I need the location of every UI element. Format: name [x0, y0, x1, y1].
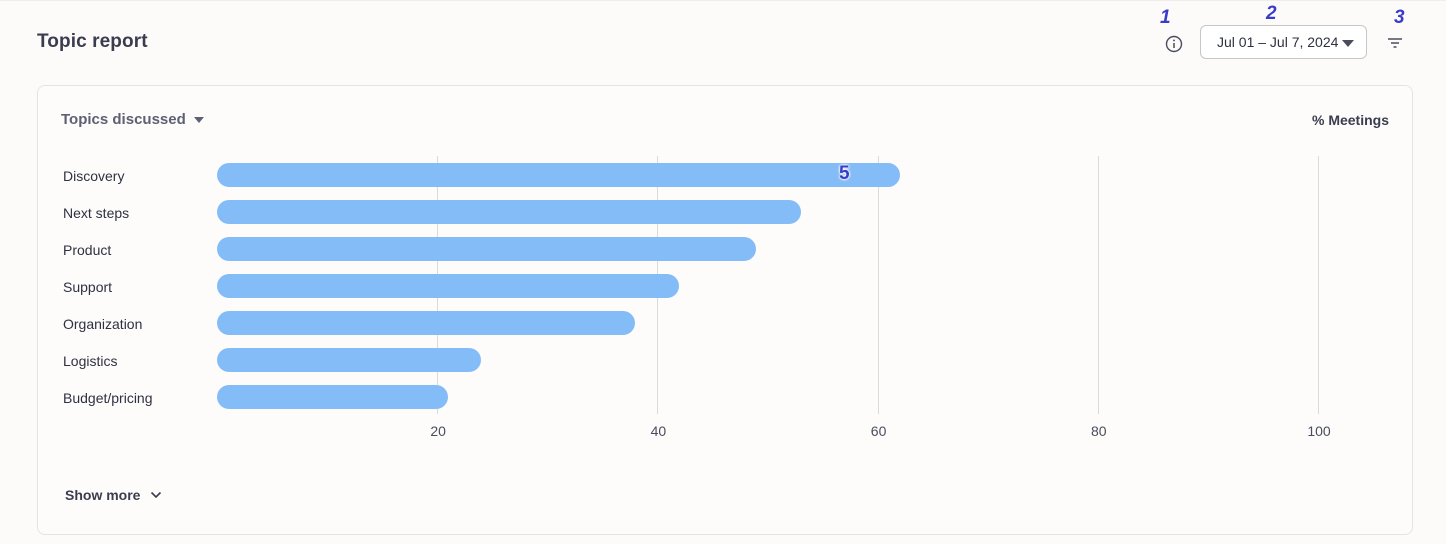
- date-range-value: Jul 01 – Jul 7, 2024: [1217, 34, 1339, 50]
- x-tick-label: 80: [1091, 423, 1107, 439]
- category-label: Organization: [63, 316, 143, 332]
- caret-down-icon: [193, 116, 204, 123]
- category-label: Discovery: [63, 168, 125, 184]
- show-more-button[interactable]: Show more: [65, 487, 162, 503]
- gridline: [878, 156, 879, 414]
- filter-button[interactable]: [1384, 32, 1406, 54]
- show-more-label: Show more: [65, 487, 141, 503]
- metric-label: % Meetings: [1311, 112, 1389, 128]
- gridline: [1318, 156, 1319, 414]
- annotation-marker-2: 2: [1266, 3, 1277, 24]
- bar[interactable]: [217, 237, 756, 261]
- gridline: [1098, 156, 1099, 414]
- page-title: Topic report: [37, 31, 148, 52]
- chevron-down-icon: [151, 491, 162, 499]
- x-tick-label: 40: [650, 423, 667, 439]
- info-button[interactable]: [1163, 33, 1185, 55]
- bar[interactable]: [217, 385, 448, 409]
- annotation-marker-3: 3: [1394, 7, 1405, 28]
- filter-lines-icon: [1388, 38, 1402, 48]
- caret-down-icon: [1342, 40, 1354, 47]
- topics-dropdown-label: Topics discussed: [61, 111, 186, 128]
- category-label: Support: [63, 279, 113, 295]
- topics-dropdown[interactable]: Topics discussed: [61, 111, 204, 128]
- top-divider: [0, 0, 1446, 1]
- x-tick-label: 100: [1307, 423, 1331, 439]
- bar[interactable]: [217, 311, 635, 335]
- category-label: Product: [63, 242, 112, 258]
- bar[interactable]: [217, 348, 481, 372]
- category-label: Logistics: [63, 353, 118, 369]
- category-label: Budget/pricing: [63, 390, 153, 406]
- annotation-marker-1: 1: [1160, 7, 1171, 28]
- x-tick-label: 20: [430, 423, 446, 439]
- date-range-picker[interactable]: Jul 01 – Jul 7, 2024: [1200, 25, 1367, 59]
- bar[interactable]: [217, 274, 679, 298]
- bar[interactable]: [217, 163, 900, 187]
- bar[interactable]: [217, 200, 801, 224]
- annotation-marker-5: 5: [839, 163, 850, 184]
- category-label: Next steps: [63, 205, 130, 221]
- info-circle-icon: [1165, 35, 1183, 53]
- topics-card: [37, 85, 1413, 535]
- x-tick-label: 60: [870, 423, 887, 439]
